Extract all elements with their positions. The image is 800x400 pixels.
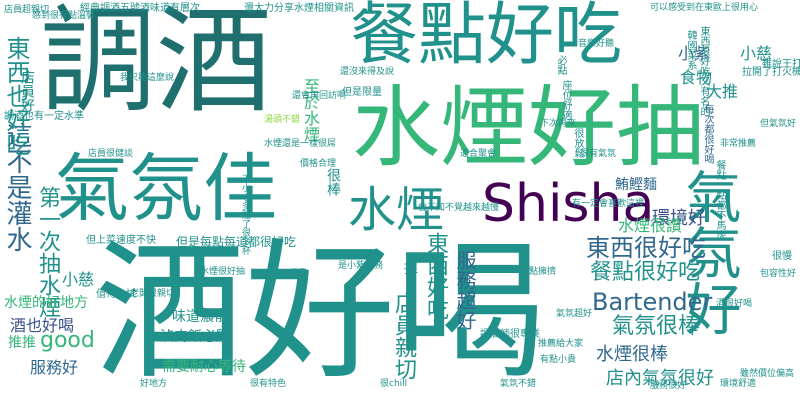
word-55: 店員很健談 (88, 149, 134, 159)
word-80: 很放鬆 (572, 128, 583, 158)
word-78: 價格合理 (300, 159, 337, 169)
word-45: 包容性好 (760, 269, 797, 279)
word-54: 但上菜速度不快 (86, 235, 156, 246)
word-87: 調酒師很專業 (480, 329, 540, 340)
word-33: 推 (404, 261, 418, 277)
word-3: 氣氛佳 (55, 146, 277, 232)
word-73: 非常推薦 (720, 139, 757, 149)
word-40: 拉開了打火機 (742, 67, 800, 78)
word-22: 服務好 (30, 358, 79, 377)
word-24: 水煙的好地方 (4, 295, 88, 311)
word-58: 需要耐心等待 (162, 359, 246, 375)
word-64: 感到很有點溫馨 (32, 11, 96, 21)
word-38: 東西很好吃又有名的 (698, 26, 709, 116)
word-15: 東西好吃 (423, 232, 448, 320)
word-35: 鮪鰹麵 (615, 177, 657, 193)
word-21: good (40, 328, 95, 353)
word-30: 小慈 (740, 44, 773, 63)
word-50: 但是限量 (342, 87, 382, 98)
word-85: 有點小貴 (540, 355, 577, 365)
word-44: 很慢 (772, 251, 792, 262)
word-75: 適合聚會 (460, 149, 497, 159)
word-48: 還沒來得及說 (340, 67, 395, 77)
word-52: 水煙還是一樣很屌 (264, 139, 337, 149)
word-46: 調酒也有一定水準 (4, 111, 84, 122)
word-60: 是小紫服務 (338, 261, 384, 271)
word-11: 氣氛很棒 (612, 314, 701, 339)
word-36: 店員好 (19, 70, 35, 112)
word-28: 大推 (706, 82, 739, 101)
word-84: 推薦給大家 (538, 339, 584, 349)
word-76: 很推 (290, 269, 309, 279)
word-66: 還大力分享水煙相關資訊 (244, 3, 354, 14)
word-5: Shisha (482, 174, 655, 234)
word-53: 但是每點每道都很好吃 (176, 235, 297, 249)
word-20: 第一次抽水煙 (35, 186, 60, 318)
word-93: 好地方 (140, 379, 168, 389)
word-63: 經典調酒五號酒味道有層次 (80, 3, 200, 14)
word-31: 食物 (680, 68, 713, 87)
word-51: 湯頭不錯 (264, 115, 301, 125)
word-82: 音樂好聽 (578, 39, 615, 49)
word-27: 水煙很讚 (618, 216, 683, 235)
word-12: 水煙很棒 (596, 344, 668, 365)
word-79: 老闆很親切 (130, 289, 176, 299)
word-19: 東西也好吃 (2, 36, 30, 156)
word-41: 雖說王打水煙 (762, 59, 800, 70)
word-67: 很有氣氛 (580, 149, 617, 159)
word-92: 很有特色 (250, 379, 287, 389)
word-77: 值得一試 (96, 289, 136, 300)
word-14: 環境好 (652, 208, 706, 229)
word-18: 這不是灌水 (2, 122, 32, 252)
word-88: 很chill (380, 379, 408, 389)
word-26: 小慈 (62, 270, 95, 289)
word-39: 韓國菜系 (685, 30, 696, 70)
word-91: 酒很好喝 (716, 299, 753, 309)
word-61: 氣氛超好 (556, 309, 593, 319)
word-17: 店員親切 (391, 292, 416, 380)
word-2: 水煙好抽 (352, 76, 705, 179)
word-8: Bartender (592, 288, 713, 316)
word-90: 服務很好 (650, 381, 687, 391)
word-72: 但氣氛好 (760, 119, 797, 129)
word-71: 雖然價位偏高 (740, 369, 795, 379)
word-34: 很棒 (325, 168, 341, 196)
word-6: 氣氛好 (676, 168, 741, 336)
word-86: 氣氛不錯 (500, 379, 537, 389)
word-23: 酒也好喝 (10, 316, 75, 335)
word-47: 我只能這麼說 (120, 73, 175, 83)
word-69: 有一定會喜歡這裡 (572, 199, 645, 209)
word-56: 滷肉飯必點 (160, 329, 230, 345)
word-59: 水煙很好抽 (200, 267, 246, 277)
word-4: 餐點好吃 (350, 0, 623, 75)
word-0: 酒好喝 (95, 226, 546, 400)
word-37: 可以感受到在東歐上很用心 (650, 3, 759, 13)
word-25: 推推 (8, 335, 36, 351)
word-9: 東西很好吃 (586, 234, 706, 262)
word-10: 餐點很好吃 (590, 260, 701, 285)
word-81: 必點 (555, 55, 566, 75)
word-49: 還會再回訪啊 (292, 91, 347, 101)
word-68: 會不知不覺越來越慢 (418, 203, 500, 213)
word-42: 不小心多點了很多杯 (240, 174, 250, 255)
word-65: 店員超親切 (4, 5, 50, 15)
word-32: 至於水煙 (301, 78, 320, 142)
word-7: 水煙 (348, 182, 445, 238)
word-70: 餐點一點都不馬虎 (714, 160, 725, 240)
word-89: 環境舒適 (720, 379, 757, 389)
word-1: 調酒 (40, 0, 272, 129)
word-57: 味道濃郁 (172, 309, 228, 325)
word-16: 服務超好 (453, 250, 477, 330)
word-43: 每次都很好喝 (702, 104, 713, 164)
word-13: 店內氣氛很好 (606, 368, 714, 389)
word-29: 小紫 (678, 44, 711, 63)
word-62: 一點擁擠 (520, 267, 557, 277)
word-74: 下次再來 (540, 119, 577, 129)
word-83: 座位舒適 (560, 80, 571, 120)
